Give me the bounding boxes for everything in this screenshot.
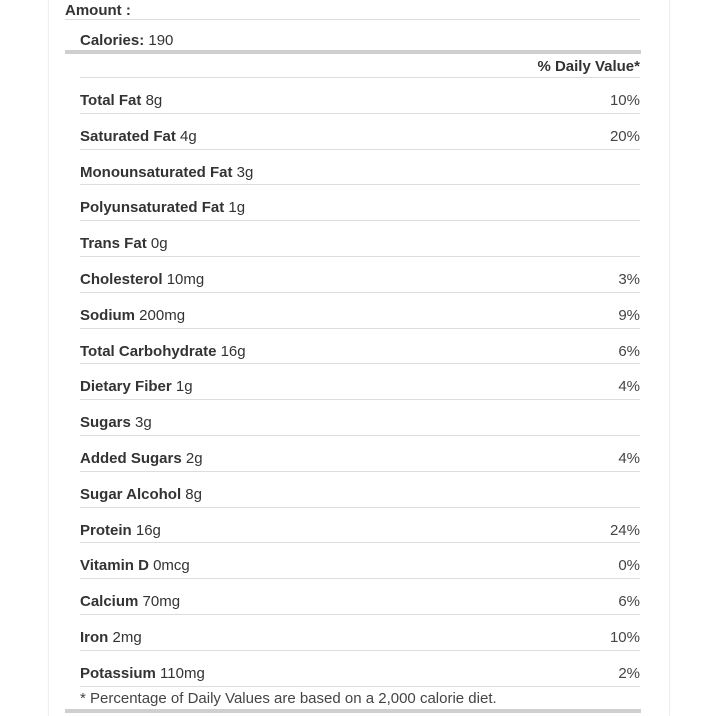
nutrient-daily-value: 24% [609,521,640,539]
nutrient-amount: 3g [236,163,254,181]
nutrient-daily-value: 0% [618,557,640,575]
nutrient-daily-value: 10% [609,92,640,109]
nutrient-name: Dietary Fiber [80,378,172,396]
nutrient-name: Cholesterol [80,270,163,288]
nutrient-label: Total Fat 8g [80,93,162,109]
nutrient-row: Added Sugars 2g 4% [80,436,640,472]
nutrient-label: Vitamin D 0mcg [80,558,190,574]
nutrient-daily-value: 3% [618,270,640,288]
nutrient-name: Trans Fat [80,235,147,253]
divider [65,19,640,20]
nutrient-amount: 2g [185,449,203,467]
amount-label: Amount : [65,2,131,19]
nutrient-row: Monounsaturated Fat 3g [80,150,640,186]
nutrient-label: Calcium 70mg [80,594,180,610]
nutrient-amount: 200mg [139,306,186,324]
calories-value: 190 [148,32,174,49]
nutrient-label: Sugar Alcohol 8g [80,485,202,503]
nutrient-row: Total Carbohydrate 16g 6% [80,329,640,365]
nutrient-name: Potassium [80,664,156,682]
nutrition-panel [48,0,670,716]
nutrient-amount: 16g [135,521,161,539]
nutrient-row: Iron 2mg 10% [80,615,640,651]
nutrient-amount: 16g [220,342,246,360]
nutrient-label: Cholesterol 10mg [80,270,205,288]
calories-label: Calories: [80,32,145,49]
nutrient-row: Sodium 200mg 9% [80,293,640,329]
nutrient-label: Saturated Fat 4g [80,127,197,145]
nutrient-daily-value: 9% [618,306,640,324]
nutrient-amount: 4g [180,127,197,145]
nutrient-label: Protein 16g [80,521,161,539]
nutrient-name: Sugar Alcohol [80,485,182,503]
nutrient-label: Iron 2mg [80,628,142,646]
nutrient-row: Sugars 3g [80,400,640,436]
thick-divider [65,50,641,54]
nutrient-name: Monounsaturated Fat [80,163,233,181]
nutrient-label: Monounsaturated Fat 3g [80,163,254,181]
nutrient-name: Iron [80,628,109,646]
nutrient-row: Protein 16g 24% [80,508,640,544]
nutrient-daily-value: 2% [618,664,640,682]
divider [80,77,640,78]
thick-divider [65,709,641,713]
nutrient-name: Polyunsaturated Fat [80,199,225,217]
nutrient-daily-value: 6% [618,593,640,611]
nutrient-amount: 0mcg [153,557,190,575]
nutrient-name: Calcium [80,593,139,611]
nutrient-amount: 1g [175,378,193,396]
nutrient-daily-value: 20% [609,127,640,145]
nutrient-daily-value: 6% [618,342,640,360]
nutrient-name: Vitamin D [80,557,149,575]
nutrient-row: Potassium 110mg 2% [80,651,640,687]
nutrient-amount: 10mg [166,270,205,288]
nutrient-label: Sodium 200mg [80,306,186,324]
nutrient-list: Total Fat 8g 10% Saturated Fat 4g 20% Monoun… [80,78,640,687]
nutrient-amount: 70mg [142,593,181,611]
nutrient-name: Total Carbohydrate [80,342,217,360]
nutrient-label: Trans Fat 0g [80,236,168,252]
nutrient-name: Added Sugars [80,449,182,467]
nutrient-daily-value: 4% [618,378,640,396]
nutrient-row: Sugar Alcohol 8g [80,472,640,508]
calories: Calories: 190 [80,32,173,49]
nutrient-row: Vitamin D 0mcg 0% [80,543,640,580]
nutrient-label: Dietary Fiber 1g [80,379,193,395]
nutrient-amount: 110mg [160,664,205,682]
daily-value-header: % Daily Value* [537,58,640,75]
nutrient-amount: 3g [135,414,152,432]
nutrient-amount: 0g [150,235,168,253]
nutrient-label: Added Sugars 2g [80,449,203,467]
nutrient-amount: 8g [145,92,163,109]
nutrient-name: Sodium [80,306,135,324]
nutrient-daily-value: 4% [618,449,640,467]
nutrient-daily-value: 10% [609,628,640,646]
nutrient-amount: 1g [228,199,246,217]
nutrient-name: Protein [80,521,132,539]
nutrient-row: Polyunsaturated Fat 1g [80,185,640,222]
nutrient-amount: 2mg [112,628,142,646]
nutrient-name: Sugars [80,414,131,432]
nutrient-label: Potassium 110mg [80,664,205,682]
nutrient-label: Sugars 3g [80,415,152,431]
nutrient-name: Saturated Fat [80,127,176,145]
footnote: * Percentage of Daily Values are based o… [80,690,497,707]
nutrient-row: Cholesterol 10mg 3% [80,257,640,293]
nutrient-row: Trans Fat 0g [80,221,640,257]
nutrient-row: Total Fat 8g 10% [80,78,640,114]
nutrient-row: Saturated Fat 4g 20% [80,114,640,150]
nutrient-name: Total Fat [80,92,142,109]
nutrient-label: Total Carbohydrate 16g [80,342,246,360]
nutrient-row: Dietary Fiber 1g 4% [80,364,640,401]
nutrient-label: Polyunsaturated Fat 1g [80,200,245,216]
nutrient-row: Calcium 70mg 6% [80,579,640,615]
nutrient-amount: 8g [185,485,202,503]
